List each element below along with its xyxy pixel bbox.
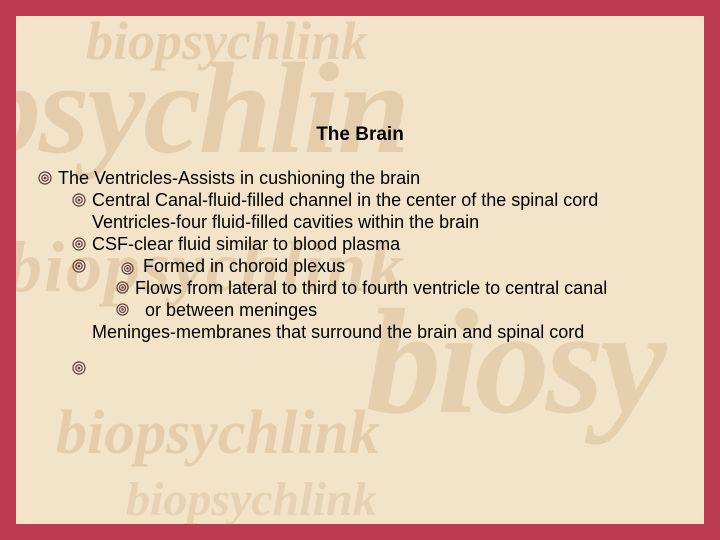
bullet-level3: or between meninges bbox=[116, 300, 690, 322]
bullet-text-inner: or between meninges bbox=[145, 300, 317, 320]
bullet-text: Flows from lateral to third to fourth ve… bbox=[135, 278, 690, 300]
bullet-icon bbox=[72, 237, 86, 251]
bullet-icon bbox=[38, 171, 52, 185]
bullet-level3: Flows from lateral to third to fourth ve… bbox=[116, 278, 690, 300]
bullet-icon bbox=[72, 259, 86, 273]
bullet-icon bbox=[116, 303, 129, 316]
slide-content: The Brain The Ventricles-Assists in cush… bbox=[16, 16, 704, 524]
slide-frame: biopsychlink psychlin biopsychlink biosy… bbox=[0, 0, 720, 540]
bullet-text: Meninges-membranes that surround the bra… bbox=[92, 322, 690, 344]
bullet-text-inner: Formed in choroid plexus bbox=[143, 256, 345, 276]
bullet-level2-empty bbox=[72, 358, 690, 375]
bullet-text: Ventricles-four fluid-filled cavities wi… bbox=[92, 212, 690, 234]
bullet-level2: Central Canal-fluid-filled channel in th… bbox=[72, 190, 690, 212]
slide-inner: biopsychlink psychlin biopsychlink biosy… bbox=[16, 16, 704, 524]
bullet-icon bbox=[72, 361, 86, 375]
bullet-level2: CSF-clear fluid similar to blood plasma bbox=[72, 234, 690, 256]
bullet-level1: The Ventricles-Assists in cushioning the… bbox=[38, 168, 690, 190]
bullet-icon bbox=[116, 281, 129, 294]
slide-body: The Ventricles-Assists in cushioning the… bbox=[16, 168, 704, 375]
bullet-text: Formed in choroid plexus bbox=[92, 256, 690, 278]
bullet-text: or between meninges bbox=[135, 300, 690, 322]
bullet-text: Central Canal-fluid-filled channel in th… bbox=[92, 190, 690, 212]
bullet-icon bbox=[72, 193, 86, 207]
bullet-level2-stray: Formed in choroid plexus bbox=[72, 256, 690, 278]
bullet-text: CSF-clear fluid similar to blood plasma bbox=[92, 234, 690, 256]
bullet-continuation: Ventricles-four fluid-filled cavities wi… bbox=[72, 212, 690, 234]
bullet-continuation: Meninges-membranes that surround the bra… bbox=[72, 322, 690, 344]
slide-title: The Brain bbox=[16, 124, 704, 146]
bullet-icon bbox=[121, 262, 134, 275]
bullet-text: The Ventricles-Assists in cushioning the… bbox=[58, 168, 690, 190]
